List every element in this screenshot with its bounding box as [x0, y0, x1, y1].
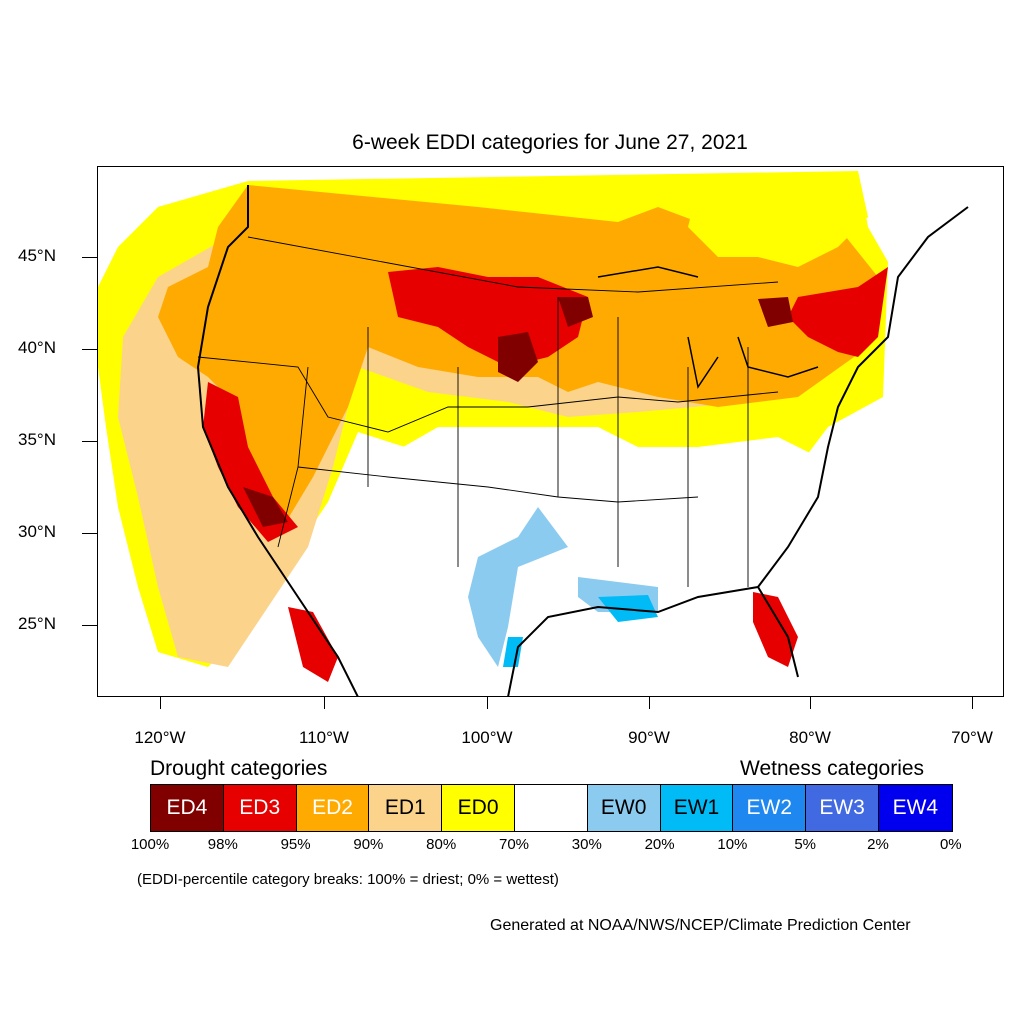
- lon-label: 90°W: [628, 728, 670, 747]
- region-ed4-dakotas: [498, 332, 538, 382]
- region-ed3-northeast: [788, 267, 888, 357]
- percentile-label: 80%: [426, 836, 457, 853]
- region-ed4-minnesota: [558, 297, 593, 327]
- lon-tick: [649, 697, 650, 709]
- lat-tick: [82, 533, 97, 534]
- legend-swatch-ew0: EW0: [587, 785, 661, 831]
- percentile-label: 0%: [939, 836, 962, 853]
- legend-swatch-ew1: EW1: [660, 785, 734, 831]
- lat-label: 40°N: [18, 338, 56, 357]
- legend-swatch-ed4: ED4: [151, 785, 224, 831]
- legend-swatch-ew4: EW4: [878, 785, 952, 831]
- legend-swatch-ed3: ED3: [223, 785, 297, 831]
- great-lakes: [597, 266, 819, 389]
- legend-colorbar: ED4 ED3 ED2 ED1 ED0 EW0 EW1 EW2 EW3 EW4: [150, 784, 953, 832]
- legend-swatch-ew3: EW3: [806, 785, 879, 831]
- state-boundaries: [197, 236, 779, 587]
- category-note: (EDDI-percentile category breaks: 100% =…: [137, 871, 559, 888]
- lon-tick: [160, 697, 161, 709]
- lon-label: 80°W: [789, 728, 831, 747]
- lon-label: 110°W: [299, 728, 349, 747]
- region-ed3-southwest: [288, 607, 338, 682]
- credit-line: Generated at NOAA/NWS/NCEP/Climate Predi…: [490, 917, 911, 934]
- percentile-label: 20%: [644, 836, 675, 853]
- lat-tick: [82, 625, 97, 626]
- legend-swatch-ed0: ED0: [442, 785, 515, 831]
- region-ed4-newyork: [758, 297, 793, 327]
- region-ed3-northplains: [388, 267, 588, 367]
- lat-tick: [82, 349, 97, 350]
- percentile-label: 90%: [353, 836, 384, 853]
- percentile-label: 98%: [207, 836, 238, 853]
- percentile-label: 5%: [794, 836, 817, 853]
- us-outline: [196, 185, 969, 696]
- lon-tick: [324, 697, 325, 709]
- wetness-heading: Wetness categories: [740, 757, 925, 780]
- lat-tick: [82, 257, 97, 258]
- us-eddi-map: [98, 171, 969, 696]
- percentile-label: 100%: [130, 836, 170, 853]
- map-panel: [97, 166, 1004, 697]
- lon-label: 100°W: [461, 728, 513, 747]
- percentile-label: 2%: [867, 836, 889, 853]
- lon-tick: [810, 697, 811, 709]
- lat-label: 30°N: [18, 522, 56, 541]
- percentile-label: 30%: [571, 836, 602, 853]
- region-ed0-northeast: [688, 171, 868, 267]
- region-ew1-texas: [503, 637, 523, 667]
- lon-tick: [972, 697, 973, 709]
- drought-heading: Drought categories: [150, 757, 328, 780]
- legend-swatch-ew2: EW2: [733, 785, 807, 831]
- region-neutral-south: [358, 427, 818, 587]
- percentile-label: 70%: [498, 836, 530, 853]
- lon-label: 70°W: [951, 728, 993, 747]
- lon-tick: [487, 697, 488, 709]
- legend-swatch-neutral: [514, 785, 588, 831]
- lat-label: 45°N: [18, 246, 56, 265]
- legend-swatch-ed2: ED2: [296, 785, 370, 831]
- lat-label: 25°N: [18, 614, 56, 633]
- lon-label: 120°W: [134, 728, 186, 747]
- lat-tick: [82, 441, 97, 442]
- region-ed4-california: [243, 487, 288, 527]
- map-title: 6-week EDDI categories for June 27, 2021: [352, 131, 748, 154]
- percentile-label: 95%: [280, 836, 311, 853]
- legend-swatch-ed1: ED1: [369, 785, 443, 831]
- percentile-label: 10%: [717, 836, 748, 853]
- lat-label: 35°N: [18, 430, 56, 449]
- region-ed3-florida: [753, 592, 798, 667]
